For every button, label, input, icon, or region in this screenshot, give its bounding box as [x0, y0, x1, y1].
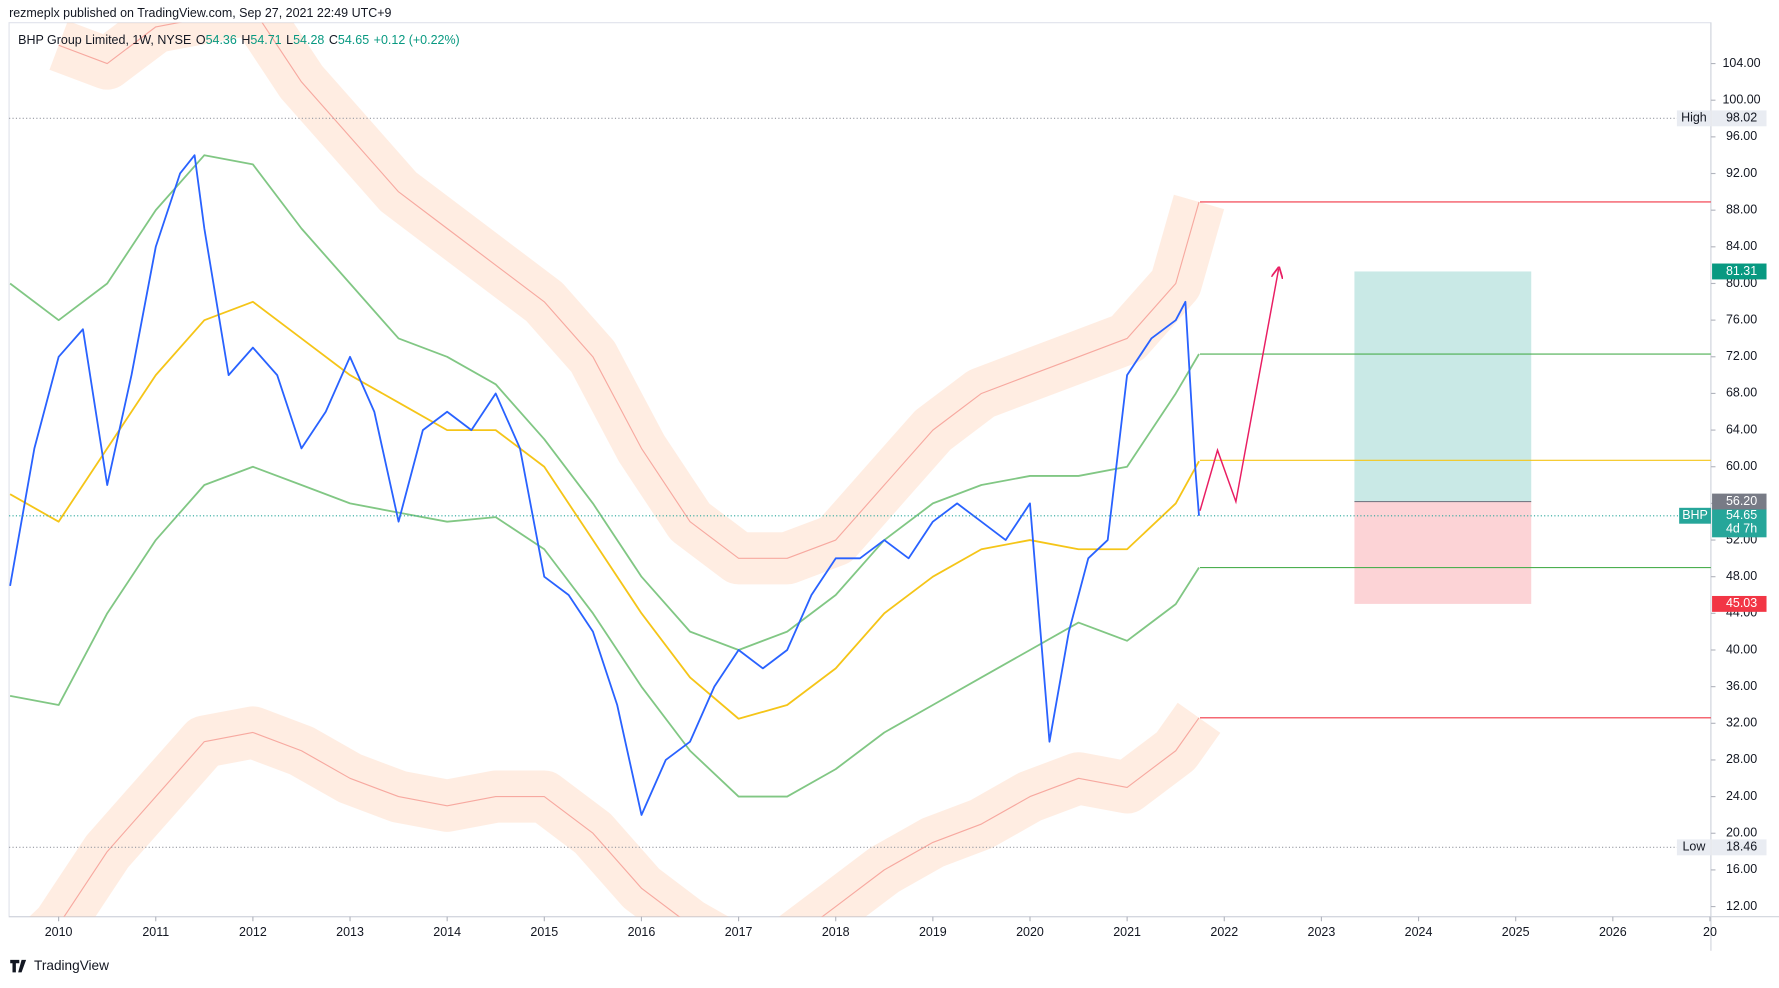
x-tick-label: 2019	[919, 925, 947, 939]
extreme-name-bg	[1676, 110, 1711, 127]
x-tick-label: 2017	[725, 925, 753, 939]
change: +0.12 (+0.22%)	[373, 34, 460, 48]
x-tick-label: 2023	[1308, 925, 1336, 939]
publisher: rezmeplx published on TradingView.com, S…	[9, 6, 392, 21]
y-tick-label: 36.00	[1726, 679, 1757, 693]
y-tick-label: 68.00	[1726, 386, 1757, 400]
x-tick-label: 2013	[336, 925, 364, 939]
x-tick-label: 20	[1703, 925, 1717, 939]
extreme-name: High	[1681, 111, 1707, 125]
ohlc-key: O	[195, 34, 206, 48]
symbol-bg	[1679, 507, 1711, 524]
price-tag	[1712, 493, 1767, 510]
x-tick-label: 2016	[628, 925, 656, 939]
price-tag	[1712, 595, 1767, 612]
y-tick-label: 28.00	[1726, 752, 1757, 766]
series-line	[63, 717, 1200, 917]
y-tick-label: 84.00	[1726, 239, 1757, 253]
legend: BHP Group Limited, 1W, NYSE O54.36 H54.71 L…	[18, 34, 460, 48]
price-tag-label: 56.20	[1726, 494, 1757, 508]
price-tag-label: 81.31	[1726, 264, 1757, 278]
y-tick-label: 92.00	[1726, 166, 1757, 180]
x-tick-label: 2015	[530, 925, 558, 939]
ohlc-value: 54.36	[205, 34, 237, 48]
series-line	[58, 22, 1200, 559]
x-tick-label: 2018	[822, 925, 850, 939]
price-tag-label: 98.02	[1726, 111, 1757, 125]
price-tag-label: 45.03	[1726, 596, 1757, 610]
ohlc-value: 54.65	[337, 34, 370, 48]
stop-zone	[1354, 501, 1532, 604]
price-tag	[1712, 263, 1767, 280]
footer: TradingView	[34, 957, 109, 974]
y-tick-label: 88.00	[1726, 202, 1757, 216]
logo	[10, 959, 27, 973]
x-tick-label: 2026	[1599, 925, 1627, 939]
ohlc-value: 54.28	[293, 34, 325, 48]
price-tag	[1712, 839, 1767, 856]
y-tick-label: 64.00	[1726, 422, 1757, 436]
ohlc-key: L	[286, 34, 294, 48]
last-value: 54.65	[1726, 508, 1757, 522]
y-tick-label: 72.00	[1726, 349, 1757, 363]
projection	[1199, 269, 1279, 511]
y-tick-label: 48.00	[1726, 569, 1757, 583]
ohlc-key: H	[241, 34, 251, 48]
ohlc-value: 54.71	[250, 34, 282, 48]
plot	[9, 22, 1711, 917]
series-line	[9, 465, 1200, 798]
y-tick-label: 24.00	[1726, 789, 1757, 803]
x-tick-label: 2012	[239, 925, 267, 939]
y-tick-label: 20.00	[1726, 826, 1757, 840]
series-line	[9, 300, 1200, 720]
extreme-name: Low	[1682, 840, 1706, 854]
x-tick-label: 2025	[1502, 925, 1530, 939]
x-tick-label: 2014	[433, 925, 461, 939]
ohlc-key: C	[328, 34, 338, 48]
y-tick-label: 32.00	[1726, 716, 1757, 730]
series-line	[9, 154, 1200, 651]
y-tick-label: 76.00	[1726, 312, 1757, 326]
x-tick-label: 2021	[1113, 925, 1141, 939]
x-tick-label: 2011	[142, 925, 169, 939]
y-tick-label: 96.00	[1726, 129, 1757, 143]
y-tick-label: 12.00	[1726, 899, 1757, 913]
symbol: BHP	[1682, 508, 1708, 522]
price-tag	[1712, 110, 1767, 127]
x-tick-label: 2010	[45, 925, 73, 939]
title: BHP Group Limited, 1W, NYSE	[18, 34, 192, 48]
x-tick-label: 2020	[1016, 925, 1044, 939]
plot-frame	[8, 22, 1712, 918]
y-tick-label: 60.00	[1726, 459, 1757, 473]
x-tick-label: 2024	[1405, 925, 1433, 939]
extreme-name-bg	[1676, 839, 1711, 856]
y-tick-label: 100.00	[1722, 93, 1760, 107]
y-tick-label: 16.00	[1726, 862, 1757, 876]
target-zone	[1354, 271, 1532, 502]
y-tick-label: 104.00	[1722, 56, 1760, 70]
last-tag	[1712, 507, 1767, 538]
price-tag-label: 18.46	[1726, 840, 1757, 854]
y-tick-label: 40.00	[1726, 642, 1757, 656]
x-tick-label: 2022	[1210, 925, 1238, 939]
countdown: 4d 7h	[1726, 522, 1757, 536]
series-line	[9, 154, 1200, 816]
